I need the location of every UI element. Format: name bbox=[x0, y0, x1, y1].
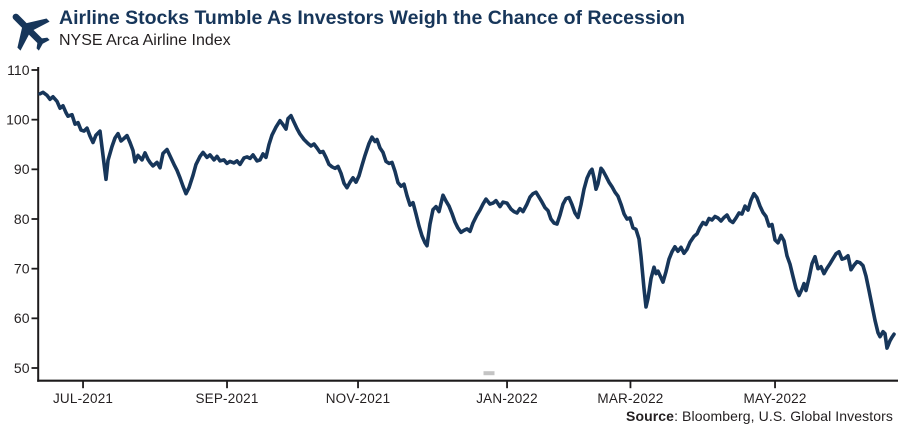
x-tick-label: MAY-2022 bbox=[743, 391, 806, 406]
y-tick-label: 90 bbox=[14, 161, 30, 177]
x-tick-label: JAN-2022 bbox=[476, 391, 538, 406]
y-tick-label: 110 bbox=[7, 62, 30, 78]
chart-subtitle: NYSE Arca Airline Index bbox=[59, 32, 231, 49]
x-tick-label: SEP-2021 bbox=[195, 391, 258, 406]
x-tick-label: MAR-2022 bbox=[597, 391, 663, 406]
airplane-icon bbox=[4, 4, 56, 56]
y-tick-label: 60 bbox=[14, 310, 30, 326]
y-tick-label: 100 bbox=[6, 111, 30, 127]
y-tick-label: 80 bbox=[14, 211, 30, 227]
y-tick-label: 70 bbox=[14, 260, 30, 276]
source-text: : Bloomberg, U.S. Global Investors bbox=[674, 408, 893, 424]
index-series-line bbox=[38, 90, 896, 350]
source-note: Source: Bloomberg, U.S. Global Investors bbox=[626, 408, 893, 424]
x-tick-label: JUL-2021 bbox=[53, 391, 113, 406]
x-tick-label: NOV-2021 bbox=[326, 391, 391, 406]
y-tick-label: 50 bbox=[14, 360, 30, 376]
chart-header: Airline Stocks Tumble As Investors Weigh… bbox=[4, 3, 685, 56]
source-label: Source bbox=[626, 408, 675, 424]
title-block: Airline Stocks Tumble As Investors Weigh… bbox=[59, 3, 685, 51]
axis-artifact-mark bbox=[483, 371, 495, 376]
chart-title: Airline Stocks Tumble As Investors Weigh… bbox=[59, 7, 685, 29]
